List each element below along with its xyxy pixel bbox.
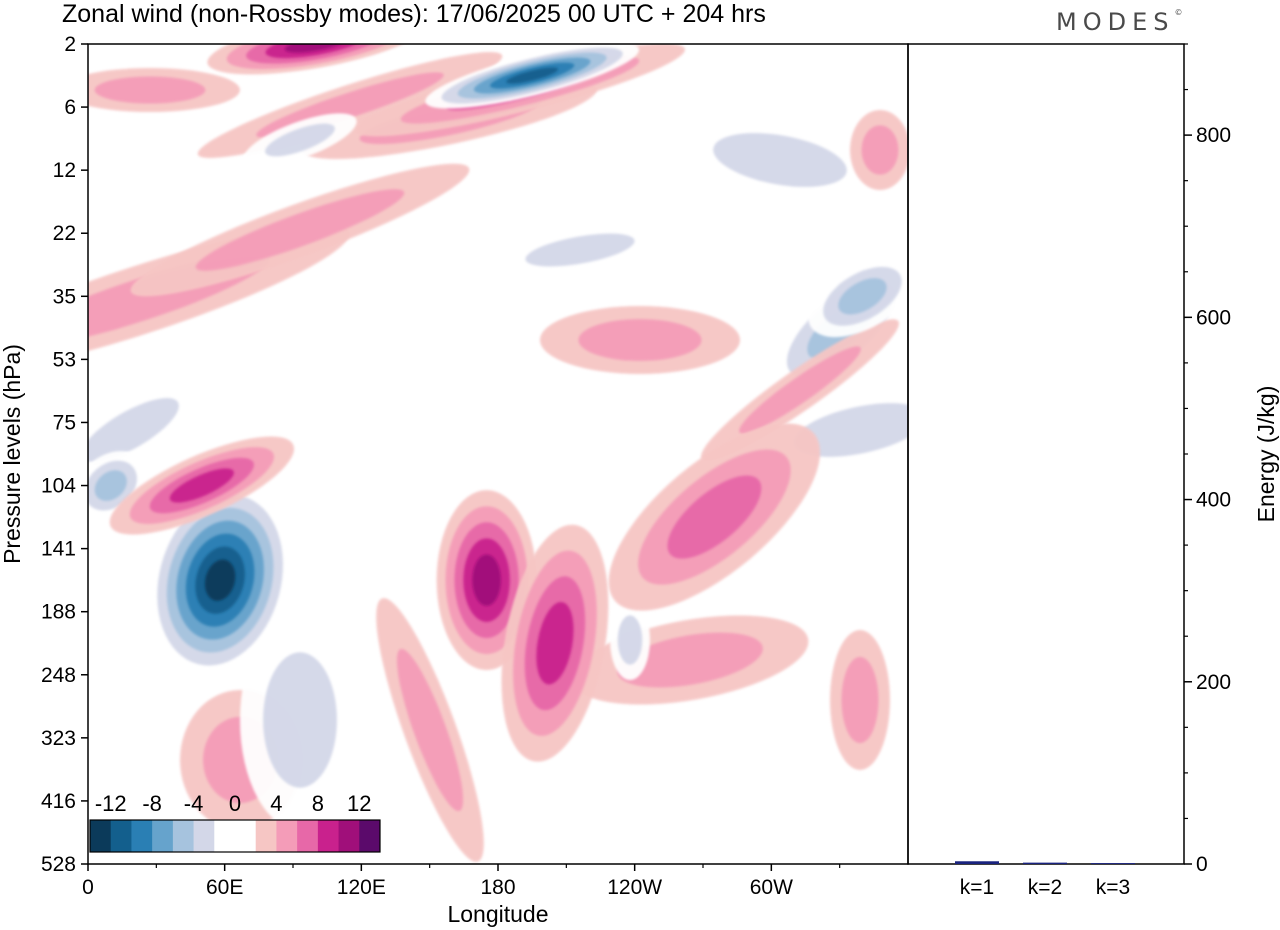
wind-contour [263,652,337,788]
energy-axis-title: Energy (J/kg) [1253,386,1279,523]
energy-bar-label: k=2 [1028,876,1062,899]
wind-contour [617,615,643,665]
colorbar-swatch [255,820,277,852]
colorbar-label: 4 [270,791,282,816]
wind-contour [169,468,234,503]
energy-bar [955,861,999,864]
wind-contour [284,44,347,53]
wind-contour [506,67,559,84]
colorbar-swatch [317,820,340,852]
y-tick-label: 104 [41,475,76,498]
colorbar-swatch [359,820,381,852]
colorbar-swatch [131,820,153,852]
colorbar-swatch [193,820,215,852]
y-axis: 2 6 12 22 35 53 75 104 141 188 248 323 416 528 [41,33,88,876]
energy-bar [1091,863,1135,864]
energy-tick-label: 400 [1196,489,1231,512]
logo-mark: © [1174,8,1183,17]
y-tick-label: 75 [53,411,76,434]
wind-contour [536,602,574,685]
x-axis-title: Longitude [447,901,548,927]
wind-contour [472,554,501,606]
y-tick-label: 528 [41,853,76,876]
colorbar-swatch [152,820,174,852]
colorbar-swatch [235,820,257,852]
wind-contour [265,123,335,157]
x-tick-label: 180 [480,876,515,899]
energy-bar-label: k=3 [1096,876,1130,899]
wind-contour [94,76,206,104]
colorbar-swatch [276,820,298,852]
y-tick-label: 2 [64,33,76,56]
wind-contour [841,656,879,744]
energy-tick-label: 0 [1196,853,1208,876]
colorbar-label: -8 [142,791,162,816]
wind-contour [578,319,702,361]
energy-bar-label: k=1 [960,876,994,899]
wind-contour [94,470,127,501]
colorbar-swatch [90,820,112,852]
colorbar: -12 -8 -4 0 4 8 12 [89,791,381,853]
x-axis: 0 60E 120E 180 120W 60W [82,864,841,899]
y-tick-label: 53 [53,348,76,371]
wind-contour [617,632,763,688]
wind-contour [838,278,887,315]
x-tick-label: 120W [607,876,662,899]
energy-tick-label: 600 [1196,306,1231,329]
wind-contour [793,403,908,457]
wind-contour [204,559,236,601]
wind-contour [667,475,762,559]
wind-contour [396,648,464,812]
wind-contour [88,398,179,462]
wind-contour [713,133,847,187]
y-tick-label: 35 [53,285,76,308]
x-tick-label: 60W [750,876,793,899]
wind-contour [525,233,635,267]
energy-panel-frame [907,43,1185,865]
x-tick-label: 60E [206,876,243,899]
colorbar-swatch [172,820,195,852]
colorbar-swatch [214,820,236,852]
energy-tick-label: 200 [1196,671,1231,694]
colorbar-frame [89,819,381,853]
colorbar-label: 0 [229,791,241,816]
heatmap-field [88,44,908,862]
y-tick-label: 141 [41,538,76,561]
energy-bars: k=1 k=2 k=3 [955,861,1135,899]
y-tick-label: 22 [53,222,76,245]
x-tick-label: 0 [82,876,94,899]
colorbar-label: -4 [184,791,204,816]
colorbar-label: -12 [95,791,127,816]
wind-contour [195,189,405,271]
y-tick-label: 12 [53,159,76,182]
wind-contour [861,125,899,175]
x-tick-label: 120E [337,876,386,899]
wind-contour [739,346,861,434]
chart-title: Zonal wind (non-Rossby modes): 17/06/202… [62,0,766,28]
y-tick-label: 188 [41,601,76,624]
y-axis-title: Pressure levels (hPa) [0,344,25,564]
colorbar-swatch [297,820,319,852]
y-tick-label: 416 [41,790,76,813]
colorbar-label: 8 [312,791,324,816]
y-tick-label: 323 [41,727,76,750]
logo-text: MODES [1056,8,1175,36]
y-tick-label: 6 [64,96,76,119]
modes-logo: MODES© [1056,8,1182,36]
colorbar-label: 12 [347,791,371,816]
energy-bar [1023,862,1067,864]
colorbar-swatch [110,820,132,852]
energy-tick-label: 800 [1196,124,1231,147]
y-tick-label: 248 [41,664,76,687]
energy-axis: 0 200 400 600 800 [1184,43,1231,876]
colorbar-swatch [338,820,360,852]
